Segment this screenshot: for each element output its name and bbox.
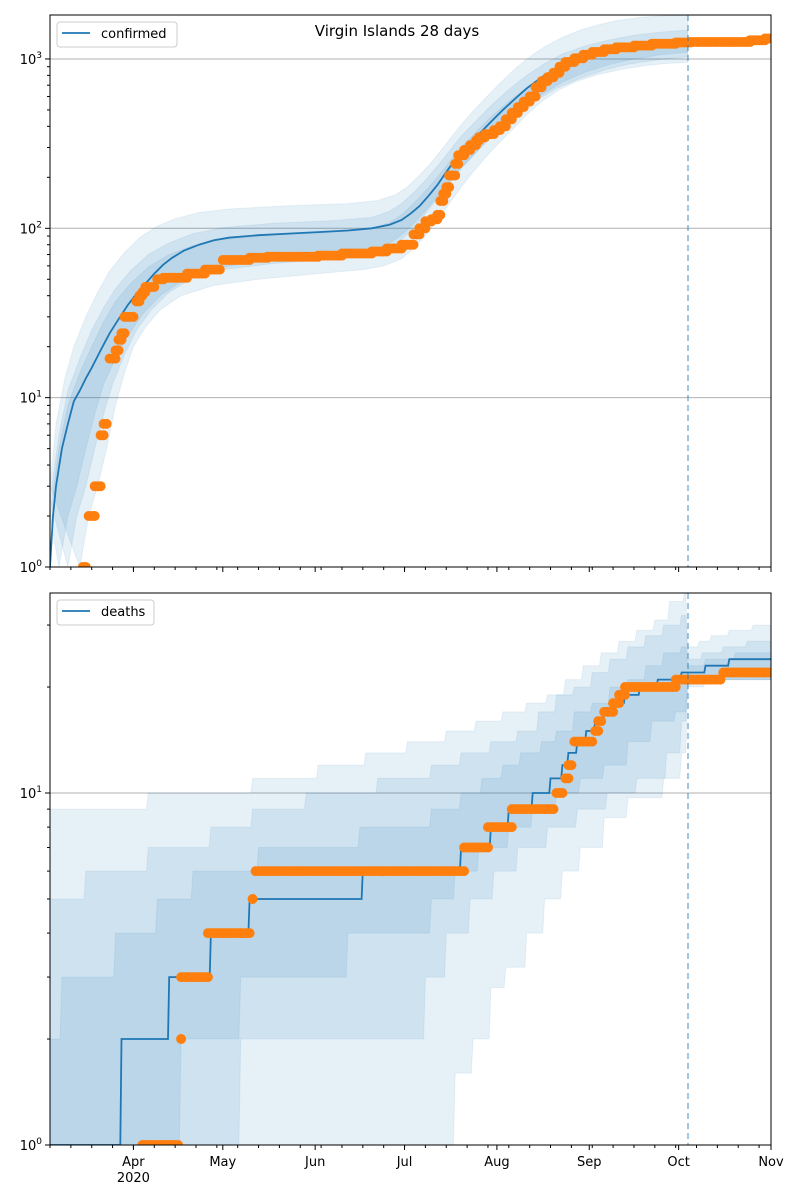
x-tick-label: Oct xyxy=(667,1155,689,1170)
data-point xyxy=(247,894,258,904)
x-tick-label: Sep xyxy=(577,1155,602,1170)
data-point xyxy=(557,788,568,798)
legend-box xyxy=(56,599,155,626)
data-point xyxy=(95,481,106,492)
confirmed-panel: 100 101 102 103 Virgin Islands 28 days conf… xyxy=(20,14,772,576)
legend-bottom: deaths xyxy=(56,599,155,626)
data-point xyxy=(408,239,419,250)
data-point xyxy=(766,667,771,678)
data-point xyxy=(113,345,124,356)
data-point xyxy=(202,972,213,983)
plot-area-top xyxy=(50,15,771,567)
data-point xyxy=(453,158,464,169)
y-tick-label: 103 xyxy=(20,51,42,68)
data-point xyxy=(596,716,607,727)
data-point xyxy=(563,773,574,784)
x-axis-top xyxy=(49,567,772,572)
data-point xyxy=(450,170,461,181)
axes-frame-bottom xyxy=(49,592,772,1146)
data-point xyxy=(587,736,598,747)
legend-box xyxy=(56,21,178,48)
data-point xyxy=(566,760,577,771)
x-tick-label: Aug xyxy=(484,1155,509,1170)
data-point xyxy=(766,33,771,44)
x-tick-label: Apr xyxy=(122,1155,145,1170)
x-tick-label: Nov xyxy=(758,1155,784,1170)
data-point xyxy=(530,91,541,102)
data-point xyxy=(110,353,121,364)
observed-points-bottom xyxy=(137,667,771,1145)
data-point xyxy=(483,842,493,853)
data-point xyxy=(435,209,446,220)
data-point xyxy=(459,866,470,877)
x-tick-label: Jul xyxy=(396,1155,413,1170)
data-point xyxy=(119,328,130,339)
y-tick-label: 100 xyxy=(20,1137,43,1154)
data-point xyxy=(101,418,112,429)
x-tick-sublabel: 2020 xyxy=(117,1171,150,1186)
data-point xyxy=(244,928,255,939)
data-point xyxy=(128,311,139,322)
legend-top: confirmed xyxy=(56,21,178,48)
data-point xyxy=(444,182,455,193)
data-point xyxy=(98,430,109,441)
data-point xyxy=(80,562,91,567)
band-mid xyxy=(50,614,771,1145)
chart-title: Virgin Islands 28 days xyxy=(315,22,480,40)
axes-frame-top xyxy=(49,14,772,568)
data-point xyxy=(149,282,160,292)
data-point xyxy=(548,804,559,815)
data-point xyxy=(506,822,517,833)
x-tick-label: May xyxy=(209,1155,236,1170)
data-point xyxy=(620,689,630,700)
data-point xyxy=(176,1034,187,1044)
observed-points-top xyxy=(77,33,771,567)
data-point xyxy=(89,511,100,521)
data-point xyxy=(173,1140,184,1145)
data-point xyxy=(214,264,225,275)
legend-label-confirmed: confirmed xyxy=(101,27,167,42)
y-tick-label: 100 xyxy=(20,559,43,576)
legend-label-deaths: deaths xyxy=(101,605,146,620)
data-point xyxy=(608,706,619,717)
data-point xyxy=(593,726,604,736)
y-tick-label: 101 xyxy=(20,785,42,802)
y-tick-label: 101 xyxy=(20,390,42,407)
y-axis-top: 100 101 102 103 xyxy=(20,51,50,576)
y-tick-label: 102 xyxy=(20,220,42,237)
data-point xyxy=(614,698,625,709)
y-axis-bottom: 100 101 xyxy=(20,624,50,1154)
x-tick-label: Jun xyxy=(304,1155,325,1170)
grid-top xyxy=(50,58,771,399)
